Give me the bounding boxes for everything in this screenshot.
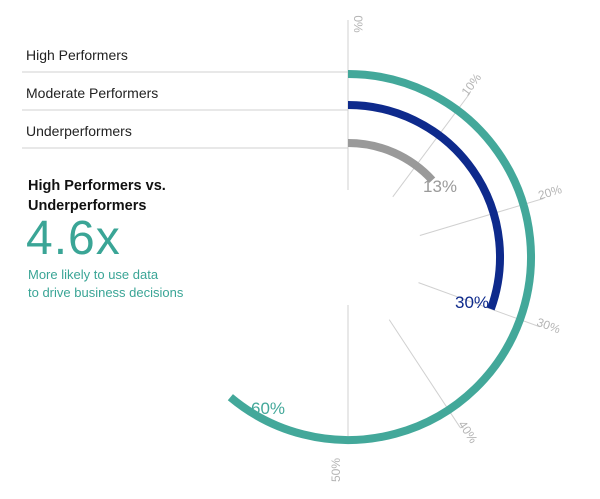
tick-label-50: 50% (329, 458, 343, 482)
legend: High Performers Moderate Performers Underp… (22, 47, 348, 149)
callout-description-line1: More likely to use data (28, 267, 159, 282)
series-arc-2 (347, 139, 436, 183)
tick-label-30: 30% (535, 315, 563, 336)
tick-label-20: 20% (536, 182, 563, 202)
callout-heading-line1: High Performers vs. (28, 178, 166, 194)
callout-multiplier: 4.6x (26, 212, 121, 265)
grid-layer (347, 20, 544, 440)
series-arc-0 (227, 70, 535, 444)
legend-label-2: Underperformers (26, 123, 132, 139)
legend-label-0: High Performers (26, 47, 128, 63)
callout-heading-line2: Underperformers (28, 198, 147, 214)
value-label-1: 30% (455, 293, 489, 312)
callout-heading: High Performers vs. Underperformers (28, 176, 268, 216)
tick-label-10: 10% (459, 70, 485, 98)
callout-description: More likely to use data to drive busines… (28, 266, 268, 302)
callout-description-line2: to drive business decisions (28, 285, 184, 300)
legend-label-1: Moderate Performers (26, 85, 158, 101)
series-arcs (227, 70, 535, 444)
value-label-2: 13% (423, 177, 457, 196)
tick-label-40: 40% (455, 418, 480, 446)
tick-label-0: 0% (351, 15, 365, 33)
series-arc-1 (347, 101, 504, 311)
value-label-0: 60% (251, 399, 285, 418)
